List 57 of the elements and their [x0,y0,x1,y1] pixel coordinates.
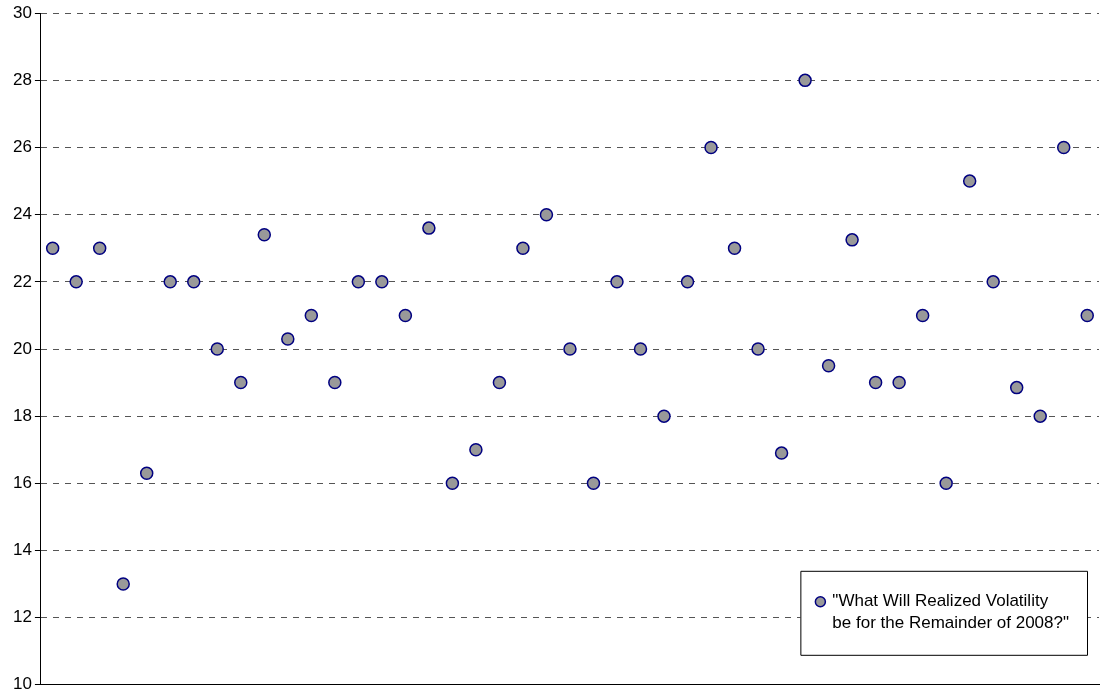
point [1080,308,1094,323]
point [469,442,483,457]
y-tick-label: 20 [12,338,32,358]
y-tick-label: 24 [12,204,32,224]
point [798,73,812,88]
point [1009,380,1024,395]
point [586,476,601,491]
point [751,342,765,356]
point [210,342,225,356]
point [962,174,977,188]
point [633,342,648,356]
point [986,275,1000,289]
point [845,233,859,247]
point [398,308,413,323]
y-tick-label: 26 [12,137,32,157]
point [680,275,695,289]
legend-label: "What Will Realized Volatility be for the Remainder of 2008?" [832,591,1070,633]
y-tick-label: 18 [12,405,32,425]
point [45,241,60,256]
point [116,577,130,591]
y-tick-label: 28 [12,70,32,90]
point [774,446,789,460]
y-tick-label: 14 [12,540,32,560]
point [257,228,272,242]
point [69,275,83,289]
point [1056,140,1071,155]
point [351,275,366,289]
point [187,275,201,289]
point [328,375,342,390]
point [868,375,883,390]
point [727,241,742,256]
point [445,476,460,491]
point [163,275,177,289]
y-tick-label: 30 [12,2,32,22]
point [1033,409,1047,423]
y-tick-label: 12 [12,607,32,627]
point [234,375,248,390]
point [704,140,718,155]
point [563,342,577,356]
point [939,476,953,491]
point [892,375,906,390]
y-tick-label: 16 [12,473,32,493]
y-tick-label: 10 [12,674,32,694]
point [516,241,530,256]
point [422,221,436,235]
point [657,409,671,423]
point [539,207,554,222]
point [139,466,154,480]
y-tick-label: 22 [12,271,32,291]
point [492,375,507,390]
point [92,241,107,256]
point [281,332,295,346]
point [915,308,930,323]
point [304,308,319,323]
point [821,359,836,373]
point [375,275,389,289]
point [610,275,624,289]
